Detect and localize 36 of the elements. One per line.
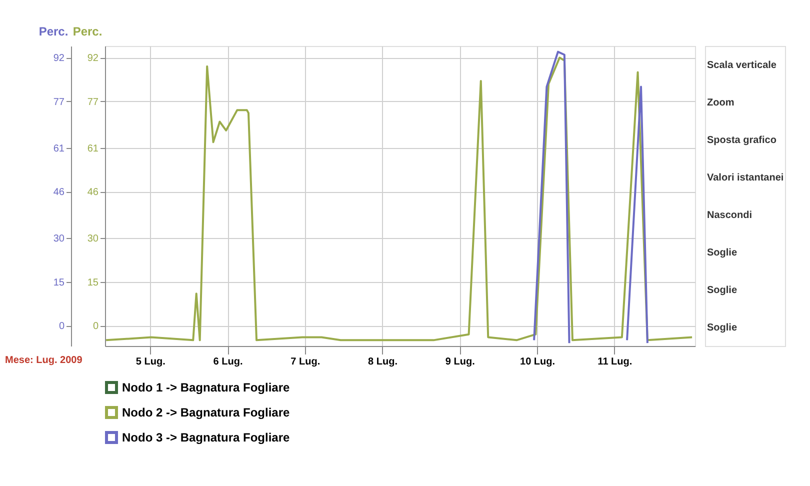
y2-tick-label: 30 xyxy=(87,234,99,245)
y-tick-label: 15 xyxy=(53,277,65,288)
y-tick-label: 46 xyxy=(53,187,65,198)
y-tick-label: 30 xyxy=(53,234,65,245)
y-tick-label: 0 xyxy=(58,321,65,332)
text: Sposta grafico xyxy=(707,134,776,146)
text: Scala verticale xyxy=(707,60,777,71)
legend-label: Nodo 2 -> Bagnatura Fogliare xyxy=(122,406,290,420)
x-tick-label: 11 Lug. xyxy=(598,356,632,368)
x-tick-label: 8 Lug. xyxy=(368,356,398,368)
x-tick-label: 10 Lug. xyxy=(520,356,556,368)
y2-axis-title: Perc. xyxy=(72,24,102,38)
y2-tick-label: 46 xyxy=(87,187,99,198)
y-tick-label: 92 xyxy=(53,53,65,64)
y2-tick-label: 0 xyxy=(92,321,99,332)
line-series xyxy=(105,56,694,342)
y-tick-label: 61 xyxy=(53,143,65,154)
x-tick-label: 6 Lug. xyxy=(213,356,243,368)
x-tick-label: 9 Lug. xyxy=(445,356,476,368)
text: Soglie xyxy=(707,247,738,258)
text: Mese: Lug. 2009 xyxy=(5,355,83,366)
text: Zoom xyxy=(707,97,734,108)
text: Soglie xyxy=(707,322,738,334)
legend-label: Nodo 3 -> Bagnatura Fogliare xyxy=(122,430,290,444)
y2-tick-label: 15 xyxy=(87,277,99,288)
text: Nascondi xyxy=(707,210,752,221)
y-tick-label: 77 xyxy=(53,96,65,108)
text: Soglie xyxy=(707,284,738,296)
x-tick-label: 7 Lug. xyxy=(290,356,320,368)
text: Valori istantanei xyxy=(707,172,784,184)
y2-tick-label: 61 xyxy=(87,143,99,154)
y2-tick-label: 77 xyxy=(87,96,99,108)
legend-label: Nodo 1 -> Bagnatura Fogliare xyxy=(122,380,290,394)
y-axis-title: Perc. xyxy=(38,24,68,38)
x-tick-label: 5 Lug. xyxy=(136,356,166,368)
y2-tick-label: 92 xyxy=(87,53,99,64)
